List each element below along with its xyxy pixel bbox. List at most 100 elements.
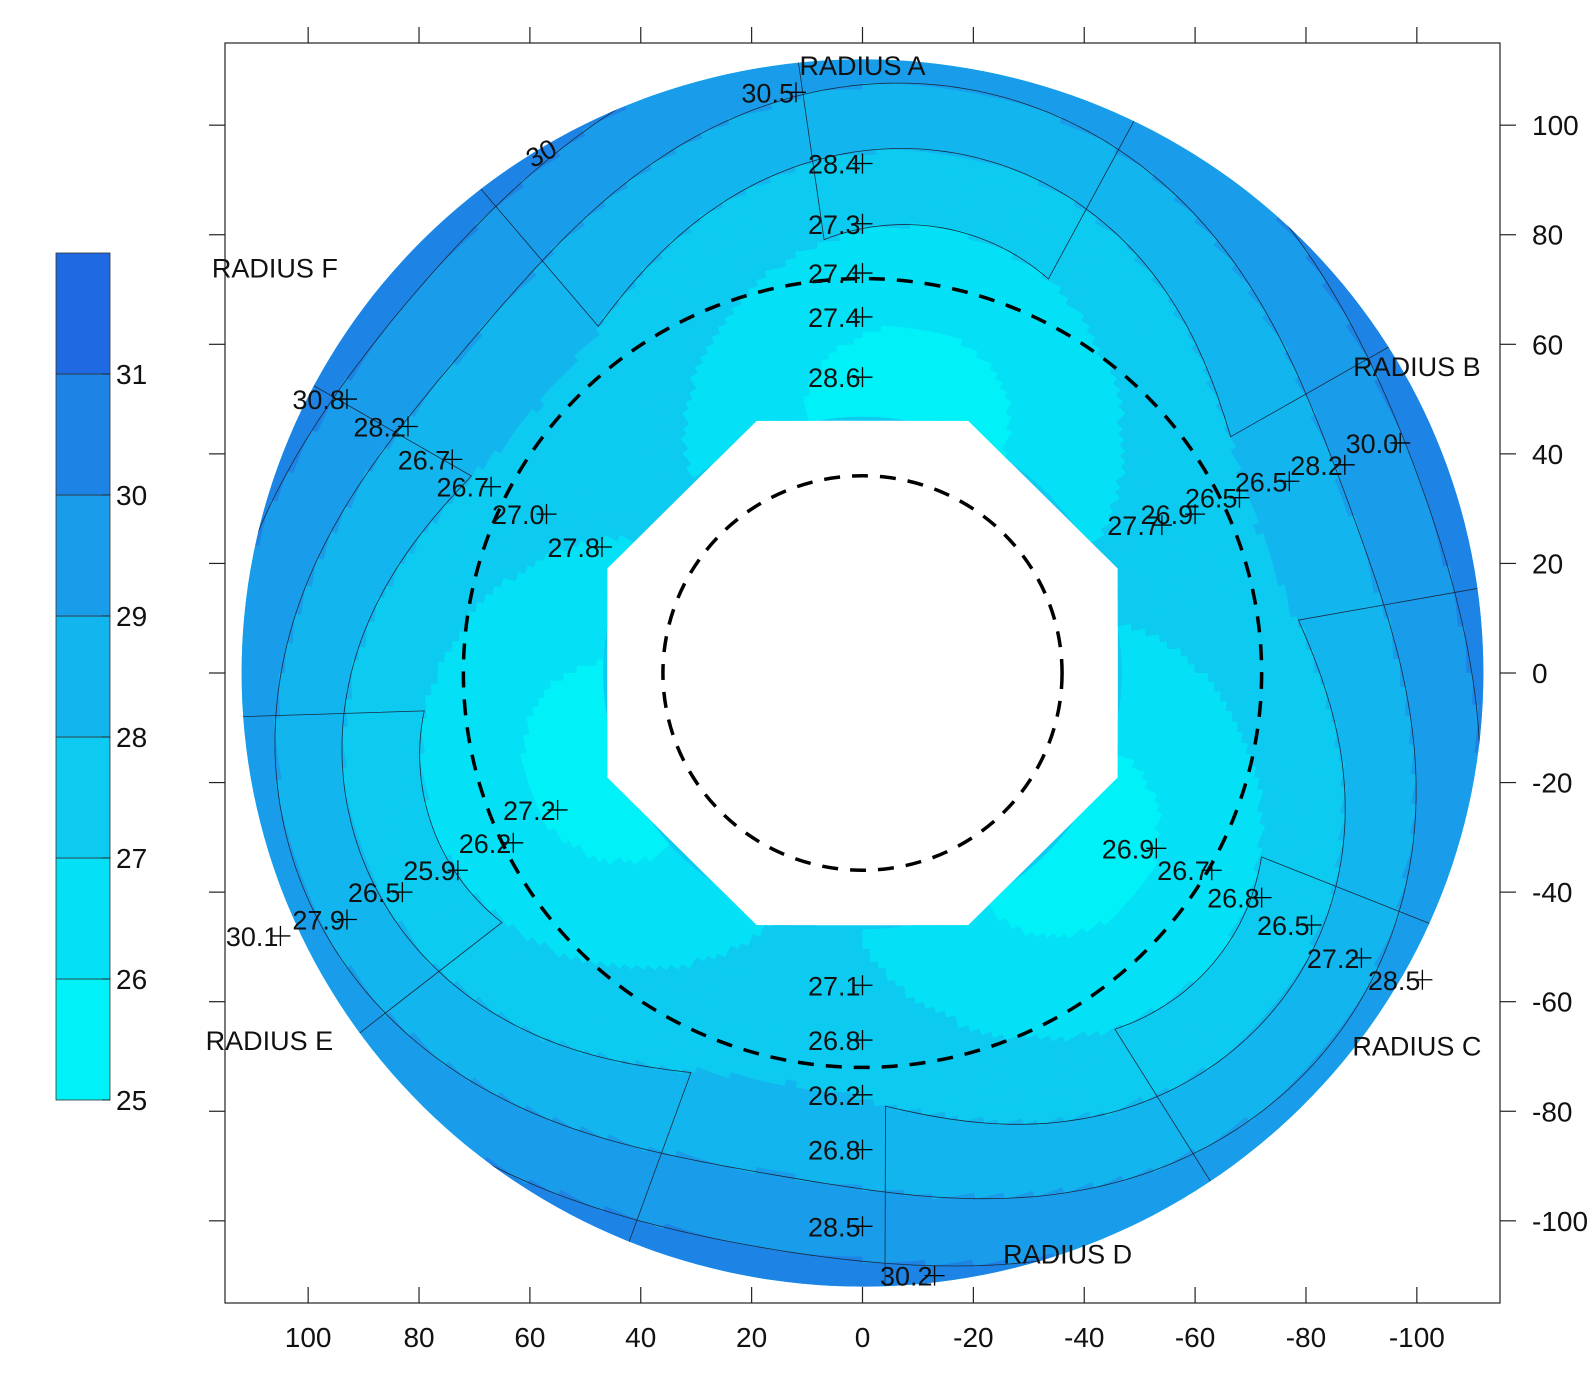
- contour-band-cell: [1256, 531, 1291, 673]
- point-value-label: 27.3: [808, 210, 861, 240]
- contour-band-cell: [1100, 858, 1161, 928]
- contour-band-cell: [519, 734, 570, 846]
- contour-band-cell: [381, 562, 586, 1058]
- contour-band-cell: [545, 828, 682, 973]
- legend-tick-label: 25: [116, 1085, 147, 1116]
- contour-band-cell: [533, 374, 694, 562]
- y-tick-label: -20: [1532, 768, 1572, 799]
- contour-band-cell: [1065, 295, 1245, 473]
- contour-band-cell: [1003, 449, 1096, 545]
- contour-band-cell: [342, 699, 458, 987]
- contour-band-cell: [505, 923, 698, 1077]
- contour-band-cell: [1256, 673, 1304, 851]
- contour-band-cell: [493, 578, 660, 974]
- contour-band-cell: [632, 860, 751, 950]
- contour-band-cell: [387, 551, 600, 1060]
- contour-band-cell: [415, 753, 478, 898]
- contour-band-cell: [736, 943, 887, 979]
- contour-band-cell: [308, 531, 555, 1125]
- contour-band-cell: [1152, 681, 1218, 865]
- contour-band-cell: [1082, 840, 1165, 936]
- axes: 100 80 60 40 20 0 -20 -40 -60 -80 -100 100 80 60 40 20 0…: [209, 27, 1588, 1353]
- contour-band-cell: [573, 536, 618, 666]
- contour-band-cell: [1156, 673, 1198, 816]
- contour-band-cell: [1115, 475, 1191, 657]
- point-value-label: 27.0: [492, 500, 545, 530]
- radius-label: RADIUS A: [799, 51, 925, 81]
- contour-band-cell: [593, 539, 638, 660]
- y-tick-label: -100: [1532, 1206, 1588, 1237]
- point-value-label: 26.7: [437, 473, 490, 503]
- contour-band-cell: [1338, 673, 1357, 763]
- contour-band-cell: [1253, 673, 1278, 780]
- contour-band-cell: [460, 610, 601, 969]
- contour-band-cell: [1348, 513, 1384, 673]
- contour-band-cell: [1257, 673, 1285, 792]
- contour-band-cell: [836, 341, 999, 380]
- contour-band-cell: [1115, 673, 1139, 758]
- contour-band-cell: [546, 538, 587, 682]
- contour-band-cell: [420, 799, 451, 859]
- contour-band-cell: [288, 613, 475, 1085]
- x-tick-label: -20: [953, 1322, 993, 1353]
- legend-swatch: [55, 373, 111, 496]
- contour-band-cell: [904, 932, 1049, 996]
- contour-band-cell: [853, 334, 994, 370]
- contour-band-cell: [454, 630, 589, 966]
- contour-band-cell: [1166, 893, 1339, 1095]
- contour-band-cell: [869, 915, 1001, 959]
- contour-band-cell: [680, 371, 816, 434]
- contour-band-cell: [1113, 143, 1457, 674]
- contour-band-cell: [1114, 496, 1178, 650]
- contour-band-cell: [617, 456, 691, 539]
- contour-band-cell: [606, 860, 728, 961]
- y-tick-label: 40: [1532, 439, 1563, 470]
- legend-swatch: [55, 857, 111, 980]
- point-value-label: 30.8: [292, 385, 345, 415]
- measurement-circle: [461, 276, 1264, 1070]
- contour-band-cell: [480, 584, 637, 973]
- measurement-circles: [461, 276, 1264, 1070]
- contour-band-cell: [1247, 673, 1318, 898]
- contour-band-cell: [523, 715, 580, 850]
- contour-band-cell: [749, 934, 871, 966]
- contour-band-cell: [576, 1125, 977, 1215]
- contour-band-cell: [1309, 673, 1397, 949]
- contour-band-cell: [474, 326, 600, 470]
- contour-band-cell: [944, 980, 1198, 1122]
- point-value-label: 26.8: [808, 1026, 861, 1056]
- contour-band-cell: [989, 360, 1129, 467]
- contour-band-cell: [571, 248, 796, 361]
- measurement-circle: [661, 474, 1064, 872]
- contour-band-cell: [673, 112, 1220, 245]
- contour-band-cell: [1008, 398, 1123, 502]
- contour-band-cell: [434, 406, 538, 663]
- contour-band-cell: [746, 940, 879, 972]
- contour-band-cell: [1097, 846, 1266, 1039]
- contour-band-cell: [1474, 673, 1484, 754]
- contour-band-cell: [553, 541, 593, 681]
- contour-band-cell: [566, 533, 612, 673]
- contour-band-cell: [533, 548, 568, 699]
- contour-band-cell: [683, 349, 830, 409]
- point-value-label: 28.2: [1290, 451, 1343, 481]
- contour-band-cell: [1120, 869, 1262, 1032]
- contour-band-cell: [920, 1007, 1158, 1119]
- y-tick-label: 100: [1532, 110, 1579, 141]
- contour-band-cell: [602, 441, 689, 539]
- contour-band-cell: [1004, 389, 1124, 492]
- contour-band-cell: [1203, 943, 1318, 1075]
- point-value-label: 28.6: [808, 363, 861, 393]
- y-tick-label: 0: [1532, 658, 1548, 689]
- x-tick-label: -100: [1389, 1322, 1445, 1353]
- contour-band-cell: [1227, 673, 1324, 941]
- x-tick-label: 0: [855, 1322, 871, 1353]
- contour-band-cell: [1120, 471, 1198, 665]
- contour-band-cell: [994, 370, 1129, 478]
- point-value-label: 28.5: [1368, 966, 1421, 996]
- contour-band-cell: [583, 425, 687, 546]
- contour-band-cell: [697, 184, 1174, 301]
- contour-band-cell: [1018, 778, 1151, 934]
- contour-band-cell: [716, 295, 1126, 407]
- contour-band-cell: [687, 190, 1180, 314]
